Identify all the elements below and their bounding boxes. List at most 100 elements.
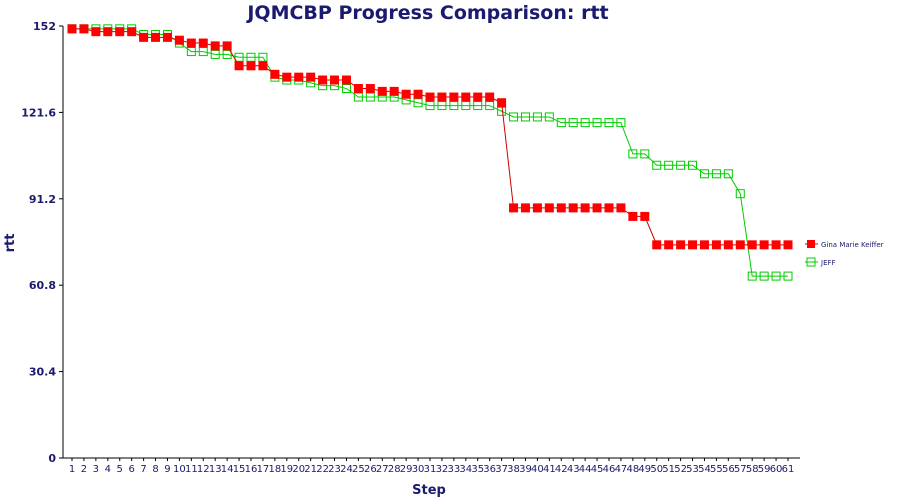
data-point	[186, 47, 196, 57]
data-point	[497, 98, 507, 108]
data-point	[258, 61, 268, 71]
x-tick-label: 26	[364, 464, 377, 475]
data-point	[509, 203, 519, 213]
data-point	[222, 41, 232, 51]
data-point	[592, 203, 602, 213]
x-tick-label: 47	[615, 464, 628, 475]
data-point	[437, 101, 447, 111]
x-tick-label: 59	[758, 464, 771, 475]
data-point	[783, 271, 793, 281]
x-tick-label: 31	[424, 464, 437, 475]
x-tick-label: 11	[185, 464, 198, 475]
x-tick-label: 16	[245, 464, 258, 475]
x-tick-label: 33	[447, 464, 460, 475]
chart-title: JQMCBP Progress Comparison: rtt	[245, 2, 608, 24]
data-point	[556, 203, 566, 213]
data-point	[67, 24, 77, 34]
data-point	[544, 203, 554, 213]
x-tick-label: 9	[164, 464, 170, 475]
data-point	[723, 240, 733, 250]
x-tick-label: 45	[591, 464, 604, 475]
x-tick-label: 42	[555, 464, 568, 475]
y-tick-label: 152	[33, 20, 56, 33]
series-0	[67, 24, 793, 250]
x-tick-label: 13	[209, 464, 222, 475]
x-tick-label: 34	[459, 464, 472, 475]
x-tick-label: 51	[662, 464, 675, 475]
data-point	[652, 240, 662, 250]
data-point	[413, 89, 423, 99]
x-tick-label: 54	[698, 464, 711, 475]
data-point	[485, 101, 495, 111]
x-tick-label: 53	[686, 464, 699, 475]
data-point	[365, 84, 375, 94]
data-point	[437, 92, 447, 102]
series-line	[72, 28, 788, 277]
data-point	[162, 32, 172, 42]
data-point	[198, 38, 208, 48]
x-tick-label: 38	[507, 464, 520, 475]
data-point	[330, 75, 340, 85]
data-point	[664, 160, 674, 170]
x-tick-label: 36	[483, 464, 496, 475]
x-tick-label: 27	[376, 464, 389, 475]
data-point	[580, 118, 590, 128]
legend-swatch-marker	[807, 240, 815, 248]
data-point	[294, 72, 304, 82]
data-point	[771, 271, 781, 281]
data-point	[282, 72, 292, 82]
data-point	[461, 101, 471, 111]
legend-label: Gina Marie Keiffer	[821, 241, 884, 249]
y-tick-labels: 0 30.4 60.8 91.2 121.6 152	[21, 20, 56, 465]
y-tick-label: 121.6	[21, 106, 56, 119]
data-point	[735, 189, 745, 199]
data-point	[389, 86, 399, 96]
x-tick-label: 57	[734, 464, 747, 475]
x-tick-label: 21	[304, 464, 317, 475]
data-point	[425, 101, 435, 111]
data-point	[640, 149, 650, 159]
x-tick-label: 39	[519, 464, 532, 475]
data-point	[628, 149, 638, 159]
x-tick-label: 35	[471, 464, 484, 475]
data-point	[151, 32, 161, 42]
data-point	[520, 203, 530, 213]
x-tick-label: 50	[650, 464, 663, 475]
data-point	[771, 240, 781, 250]
data-point	[127, 27, 137, 37]
x-tick-label: 12	[197, 464, 210, 475]
data-point	[532, 203, 542, 213]
x-tick-label: 3	[93, 464, 99, 475]
data-point	[473, 92, 483, 102]
data-point	[652, 160, 662, 170]
data-point	[234, 52, 244, 62]
data-point	[688, 160, 698, 170]
data-point	[485, 92, 495, 102]
x-tick-label: 28	[388, 464, 401, 475]
data-point	[711, 169, 721, 179]
x-tick-label: 18	[268, 464, 281, 475]
x-tick-label: 58	[746, 464, 759, 475]
data-point	[413, 98, 423, 108]
x-tick-label: 61	[782, 464, 795, 475]
data-point	[580, 203, 590, 213]
data-point	[520, 112, 530, 122]
x-tick-label: 46	[603, 464, 616, 475]
data-point	[664, 240, 674, 250]
series-layer	[67, 24, 793, 281]
data-point	[258, 52, 268, 62]
data-point	[198, 47, 208, 57]
x-tick-label: 29	[400, 464, 413, 475]
data-point	[688, 240, 698, 250]
x-tick-label: 14	[221, 464, 234, 475]
data-point	[544, 112, 554, 122]
data-point	[759, 271, 769, 281]
data-point	[91, 27, 101, 37]
x-tick-label: 43	[567, 464, 580, 475]
data-point	[532, 112, 542, 122]
data-point	[377, 86, 387, 96]
data-point	[210, 41, 220, 51]
x-tick-label: 24	[340, 464, 353, 475]
x-tick-label: 7	[140, 464, 146, 475]
data-point	[246, 52, 256, 62]
